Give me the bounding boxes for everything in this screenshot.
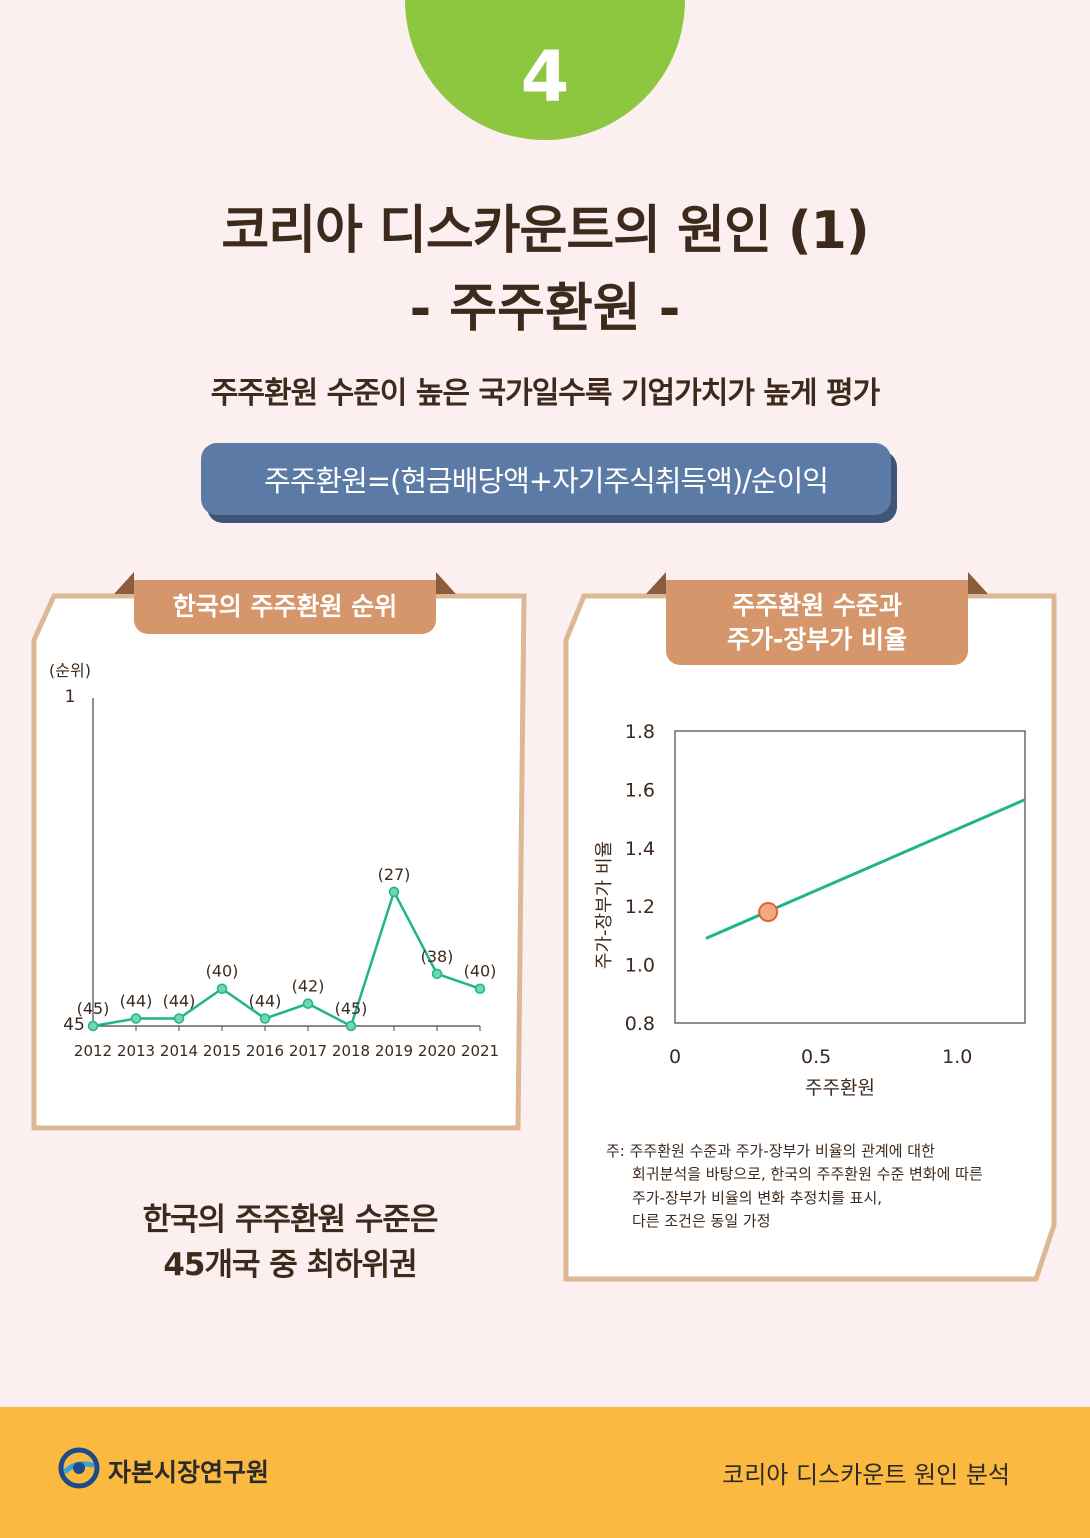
- x-tick-label-2012: 2012: [74, 1042, 112, 1060]
- note-line2: 회귀분석을 바탕으로, 한국의 주주환원 수준 변화에 따른: [606, 1163, 1046, 1186]
- rank-line-chart: (순위) 1 45 2012 2013 2014 2015 2016 2017 2018 20…: [34, 650, 518, 1070]
- x-tick-label-2017: 2017: [289, 1042, 327, 1060]
- y-tick-1.0: 1.0: [625, 955, 655, 977]
- y-tick-0.8: 0.8: [625, 1013, 655, 1035]
- conclusion-line2: 45개국 중 최하위권: [60, 1243, 520, 1288]
- data-label-2017: (42): [292, 977, 325, 996]
- x-tick-1.0: 1.0: [942, 1046, 972, 1068]
- x-tick-label-2016: 2016: [246, 1042, 284, 1060]
- y-axis-label: (순위): [49, 661, 91, 680]
- data-point-2020: [433, 969, 442, 978]
- left-panel-tab: 한국의 주주환원 순위: [134, 580, 436, 634]
- regression-line: [706, 800, 1025, 939]
- regression-line-chart: 0.8 1.0 1.2 1.4 1.6 1.8 0 0.5 1.0 주가-장부가 비율 주주환…: [580, 710, 1050, 1110]
- data-point-2021: [476, 984, 485, 993]
- chart-note: 주: 주주환원 수준과 주가-장부가 비율의 관계에 대한 회귀분석을 바탕으로…: [606, 1140, 1046, 1233]
- left-tab-ear-right: [436, 572, 456, 594]
- right-tab-ear-right: [968, 572, 988, 594]
- data-point-2018: [347, 1022, 356, 1031]
- y-tick-1.4: 1.4: [625, 838, 655, 860]
- right-panel-tab: 주주환원 수준과 주가-장부가 비율: [666, 580, 968, 665]
- data-label-2015: (40): [206, 962, 239, 981]
- data-point-2017: [304, 999, 313, 1008]
- data-point-2012: [89, 1022, 98, 1031]
- data-point-2014: [175, 1014, 184, 1023]
- y-tick-bottom: 45: [63, 1015, 85, 1035]
- data-point-2019: [390, 887, 399, 896]
- x-axis-title: 주주환원: [805, 1077, 875, 1099]
- conclusion-line1: 한국의 주주환원 수준은: [60, 1198, 520, 1243]
- x-tick-label-2020: 2020: [418, 1042, 456, 1060]
- data-label-2018: (45): [335, 999, 368, 1018]
- data-point-2016: [261, 1014, 270, 1023]
- x-tick-label-2015: 2015: [203, 1042, 241, 1060]
- y-tick-1.2: 1.2: [625, 896, 655, 918]
- org-name: 자본시장연구원: [108, 1453, 269, 1489]
- x-tick-0.5: 0.5: [801, 1046, 831, 1068]
- y-tick-1.8: 1.8: [625, 721, 655, 743]
- left-tab-ear-left: [114, 572, 134, 594]
- y-tick-top: 1: [65, 687, 76, 707]
- series-title: 코리아 디스카운트 원인 분석: [722, 1455, 1010, 1490]
- data-point-2015: [218, 984, 227, 993]
- data-point-2013: [132, 1014, 141, 1023]
- korea-point: [759, 903, 777, 921]
- x-tick-label-2014: 2014: [160, 1042, 198, 1060]
- left-conclusion: 한국의 주주환원 수준은 45개국 중 최하위권: [60, 1198, 520, 1288]
- right-tab-ear-left: [646, 572, 666, 594]
- right-tab-line2: 주가-장부가 비율: [727, 623, 907, 657]
- data-label-2019: (27): [378, 865, 411, 884]
- x-tick-0: 0: [669, 1046, 681, 1068]
- data-label-2013: (44): [120, 992, 153, 1011]
- y-axis-title: 주가-장부가 비율: [594, 841, 615, 969]
- x-tick-label-2021: 2021: [461, 1042, 499, 1060]
- data-label-2012: (45): [77, 999, 110, 1018]
- note-line1: 주: 주주환원 수준과 주가-장부가 비율의 관계에 대한: [606, 1142, 935, 1160]
- data-label-2014: (44): [163, 992, 196, 1011]
- y-tick-1.6: 1.6: [625, 779, 655, 801]
- x-tick-label-2019: 2019: [375, 1042, 413, 1060]
- data-label-2020: (38): [421, 947, 454, 966]
- x-tick-label-2013: 2013: [117, 1042, 155, 1060]
- data-label-2016: (44): [249, 992, 282, 1011]
- org-logo-icon: [58, 1447, 100, 1489]
- data-label-2021: (40): [464, 962, 497, 981]
- note-line3: 주가-장부가 비율의 변화 추정치를 표시,: [606, 1187, 1046, 1210]
- note-line4: 다른 조건은 동일 가정: [606, 1210, 1046, 1233]
- x-tick-label-2018: 2018: [332, 1042, 370, 1060]
- right-tab-line1: 주주환원 수준과: [727, 589, 907, 623]
